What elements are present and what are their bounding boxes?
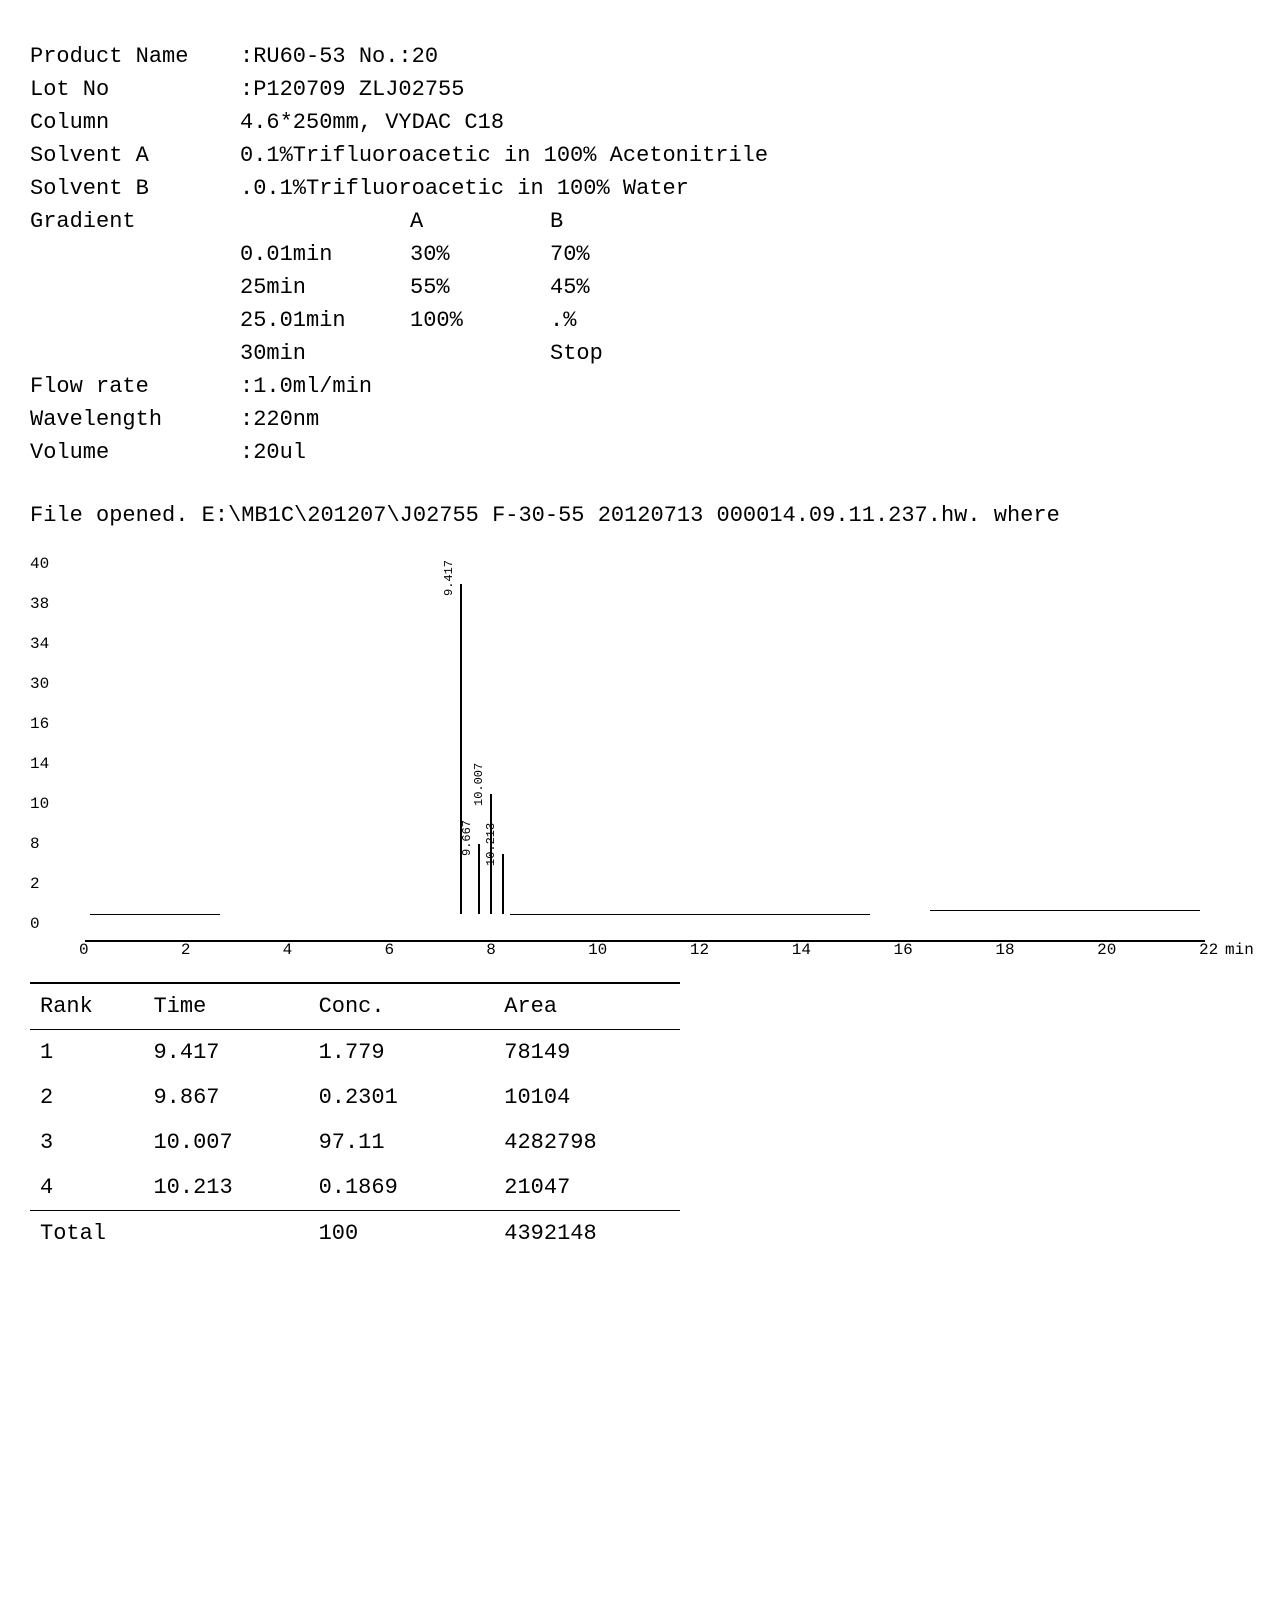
grad-head-b: B bbox=[550, 205, 690, 238]
lot-no-label: Lot No bbox=[30, 73, 240, 106]
y-tick: 2 bbox=[30, 872, 40, 896]
y-tick: 40 bbox=[30, 552, 49, 576]
table-row: 410.2130.186921047 bbox=[30, 1165, 680, 1211]
cell: 0.2301 bbox=[309, 1075, 495, 1120]
grad-b: 70% bbox=[550, 238, 690, 271]
footer-cell: 4392148 bbox=[494, 1211, 680, 1257]
x-tick: 20 bbox=[1097, 938, 1116, 962]
x-axis bbox=[85, 940, 1205, 942]
parameters-block: Product Name:RU60-53 No.:20 Lot No:P1207… bbox=[30, 40, 1249, 469]
x-tick: 8 bbox=[486, 938, 496, 962]
grad-time: 25min bbox=[240, 271, 410, 304]
column-label: Column bbox=[30, 106, 240, 139]
grad-a: 30% bbox=[410, 238, 550, 271]
volume-value: :20ul bbox=[240, 436, 1249, 469]
wavelength-value: :220nm bbox=[240, 403, 1249, 436]
solvent-a-label: Solvent A bbox=[30, 139, 240, 172]
cell: 10.213 bbox=[143, 1165, 308, 1211]
x-tick: 2 bbox=[181, 938, 191, 962]
cell: 9.867 bbox=[143, 1075, 308, 1120]
x-tick: 16 bbox=[894, 938, 913, 962]
cell: 21047 bbox=[494, 1165, 680, 1211]
y-tick: 38 bbox=[30, 592, 49, 616]
cell: 9.417 bbox=[143, 1030, 308, 1076]
col-header: Conc. bbox=[309, 983, 495, 1030]
cell: 97.11 bbox=[309, 1120, 495, 1165]
cell: 0.1869 bbox=[309, 1165, 495, 1211]
y-tick: 8 bbox=[30, 832, 40, 856]
lot-no-value: :P120709 ZLJ02755 bbox=[240, 73, 1249, 106]
peak-label: 10.007 bbox=[470, 763, 488, 806]
cell: 4 bbox=[30, 1165, 143, 1211]
cell: 4282798 bbox=[494, 1120, 680, 1165]
col-header: Area bbox=[494, 983, 680, 1030]
cell: 3 bbox=[30, 1120, 143, 1165]
product-name-label: Product Name bbox=[30, 40, 240, 73]
solvent-b-label: Solvent B bbox=[30, 172, 240, 205]
baseline bbox=[930, 910, 1200, 911]
wavelength-label: Wavelength bbox=[30, 403, 240, 436]
cell: 2 bbox=[30, 1075, 143, 1120]
y-tick: 0 bbox=[30, 912, 40, 936]
x-tick: 12 bbox=[690, 938, 709, 962]
flow-rate-label: Flow rate bbox=[30, 370, 240, 403]
cell: 78149 bbox=[494, 1030, 680, 1076]
grad-time: 0.01min bbox=[240, 238, 410, 271]
peak-label: 9.667 bbox=[458, 820, 476, 856]
y-tick: 14 bbox=[30, 752, 49, 776]
col-header: Rank bbox=[30, 983, 143, 1030]
cell: 10.007 bbox=[143, 1120, 308, 1165]
col-header: Time bbox=[143, 983, 308, 1030]
grad-head-a: A bbox=[410, 205, 550, 238]
y-tick: 16 bbox=[30, 712, 49, 736]
table-row: 310.00797.114282798 bbox=[30, 1120, 680, 1165]
volume-label: Volume bbox=[30, 436, 240, 469]
y-tick: 34 bbox=[30, 632, 49, 656]
solvent-a-value: 0.1%Trifluoroacetic in 100% Acetonitrile bbox=[240, 139, 1249, 172]
cell: 10104 bbox=[494, 1075, 680, 1120]
x-tick: 18 bbox=[995, 938, 1014, 962]
x-tick: 22 bbox=[1199, 938, 1218, 962]
peak bbox=[460, 584, 462, 914]
peak bbox=[478, 844, 480, 914]
y-tick: 10 bbox=[30, 792, 49, 816]
table-row: 29.8670.230110104 bbox=[30, 1075, 680, 1120]
baseline bbox=[510, 914, 870, 915]
grad-a: 100% bbox=[410, 304, 550, 337]
x-tick: 6 bbox=[384, 938, 394, 962]
product-name-value: :RU60-53 No.:20 bbox=[240, 40, 1249, 73]
x-unit: min bbox=[1225, 938, 1254, 962]
grad-b: 45% bbox=[550, 271, 690, 304]
footer-cell: 100 bbox=[309, 1211, 495, 1257]
x-tick: 4 bbox=[283, 938, 293, 962]
grad-b: .% bbox=[550, 304, 690, 337]
chromatogram-chart: 403834301614108209.4179.66710.00710.2130… bbox=[30, 542, 1220, 962]
baseline bbox=[90, 914, 220, 915]
grad-a bbox=[410, 337, 550, 370]
cell: 1.779 bbox=[309, 1030, 495, 1076]
results-table: RankTimeConc.Area 19.4171.7797814929.867… bbox=[30, 982, 680, 1256]
table-row: 19.4171.77978149 bbox=[30, 1030, 680, 1076]
peak-label: 10.213 bbox=[482, 823, 500, 866]
footer-cell: Total bbox=[30, 1211, 143, 1257]
y-tick: 30 bbox=[30, 672, 49, 696]
peak bbox=[502, 854, 504, 914]
x-tick: 10 bbox=[588, 938, 607, 962]
gradient-label: Gradient bbox=[30, 205, 240, 370]
grad-time: 25.01min bbox=[240, 304, 410, 337]
flow-rate-value: :1.0ml/min bbox=[240, 370, 1249, 403]
file-caption: File opened. E:\MB1C\201207\J02755 F-30-… bbox=[30, 499, 1249, 532]
solvent-b-value: .0.1%Trifluoroacetic in 100% Water bbox=[240, 172, 1249, 205]
x-tick: 0 bbox=[79, 938, 89, 962]
cell: 1 bbox=[30, 1030, 143, 1076]
x-tick: 14 bbox=[792, 938, 811, 962]
footer-cell bbox=[143, 1211, 308, 1257]
grad-b: Stop bbox=[550, 337, 690, 370]
peak-label: 9.417 bbox=[440, 560, 458, 596]
column-value: 4.6*250mm, VYDAC C18 bbox=[240, 106, 1249, 139]
grad-time: 30min bbox=[240, 337, 410, 370]
grad-a: 55% bbox=[410, 271, 550, 304]
